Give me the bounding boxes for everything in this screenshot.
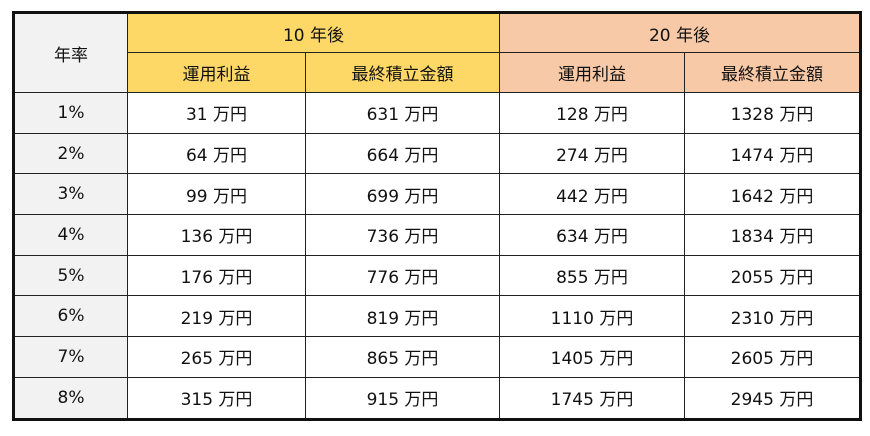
profit-20-cell: 855 万円 xyxy=(499,254,685,297)
profit-10-cell: 99 万円 xyxy=(127,173,306,216)
group-header-10-years: 10 年後 xyxy=(127,12,500,53)
profit-20-cell: 274 万円 xyxy=(499,132,685,175)
rate-cell: 5% xyxy=(13,254,128,297)
profit-20-cell: 1745 万円 xyxy=(499,376,685,420)
column-header-profit-10: 運用利益 xyxy=(127,52,306,93)
rate-cell: 4% xyxy=(13,214,128,256)
profit-10-cell: 176 万円 xyxy=(127,254,306,297)
total-20-cell: 2055 万円 xyxy=(684,254,861,297)
rate-cell: 6% xyxy=(13,295,128,338)
rate-cell: 2% xyxy=(13,132,128,175)
table-row: 2% 64 万円 664 万円 274 万円 1474 万円 xyxy=(13,132,861,175)
profit-10-cell: 136 万円 xyxy=(127,214,306,256)
total-10-cell: 819 万円 xyxy=(305,295,500,338)
total-10-cell: 699 万円 xyxy=(305,173,500,216)
column-header-total-10: 最終積立金額 xyxy=(305,52,500,93)
table-row: 3% 99 万円 699 万円 442 万円 1642 万円 xyxy=(13,173,861,216)
total-20-cell: 1328 万円 xyxy=(684,92,861,134)
profit-20-cell: 1110 万円 xyxy=(499,295,685,338)
rate-header: 年率 xyxy=(13,12,128,93)
column-header-profit-20: 運用利益 xyxy=(499,52,685,93)
total-20-cell: 1474 万円 xyxy=(684,132,861,175)
rate-cell: 8% xyxy=(13,376,128,420)
table-row: 4% 136 万円 736 万円 634 万円 1834 万円 xyxy=(13,214,861,256)
total-10-cell: 736 万円 xyxy=(305,214,500,256)
total-20-cell: 1642 万円 xyxy=(684,173,861,216)
total-10-cell: 865 万円 xyxy=(305,336,500,378)
total-10-cell: 915 万円 xyxy=(305,376,500,420)
total-20-cell: 2605 万円 xyxy=(684,336,861,378)
total-10-cell: 664 万円 xyxy=(305,132,500,175)
profit-20-cell: 442 万円 xyxy=(499,173,685,216)
profit-10-cell: 219 万円 xyxy=(127,295,306,338)
total-20-cell: 2945 万円 xyxy=(684,376,861,420)
total-10-cell: 776 万円 xyxy=(305,254,500,297)
rate-cell: 7% xyxy=(13,336,128,378)
total-10-cell: 631 万円 xyxy=(305,92,500,134)
total-20-cell: 1834 万円 xyxy=(684,214,861,256)
rate-cell: 3% xyxy=(13,173,128,216)
rate-cell: 1% xyxy=(13,92,128,134)
table-row: 7% 265 万円 865 万円 1405 万円 2605 万円 xyxy=(13,336,861,378)
group-header-20-years: 20 年後 xyxy=(499,12,861,53)
total-20-cell: 2310 万円 xyxy=(684,295,861,338)
table-row: 1% 31 万円 631 万円 128 万円 1328 万円 xyxy=(13,92,861,134)
profit-10-cell: 315 万円 xyxy=(127,376,306,420)
table-row: 6% 219 万円 819 万円 1110 万円 2310 万円 xyxy=(13,295,861,338)
profit-10-cell: 265 万円 xyxy=(127,336,306,378)
table-row: 5% 176 万円 776 万円 855 万円 2055 万円 xyxy=(13,254,861,297)
column-header-total-20: 最終積立金額 xyxy=(684,52,861,93)
profit-20-cell: 1405 万円 xyxy=(499,336,685,378)
profit-20-cell: 128 万円 xyxy=(499,92,685,134)
profit-20-cell: 634 万円 xyxy=(499,214,685,256)
profit-10-cell: 64 万円 xyxy=(127,132,306,175)
profit-10-cell: 31 万円 xyxy=(127,92,306,134)
table-row: 8% 315 万円 915 万円 1745 万円 2945 万円 xyxy=(13,376,861,420)
investment-returns-table: 年率 10 年後 20 年後 運用利益 最終積立金額 運用利益 最終積立金額 1… xyxy=(12,11,862,421)
